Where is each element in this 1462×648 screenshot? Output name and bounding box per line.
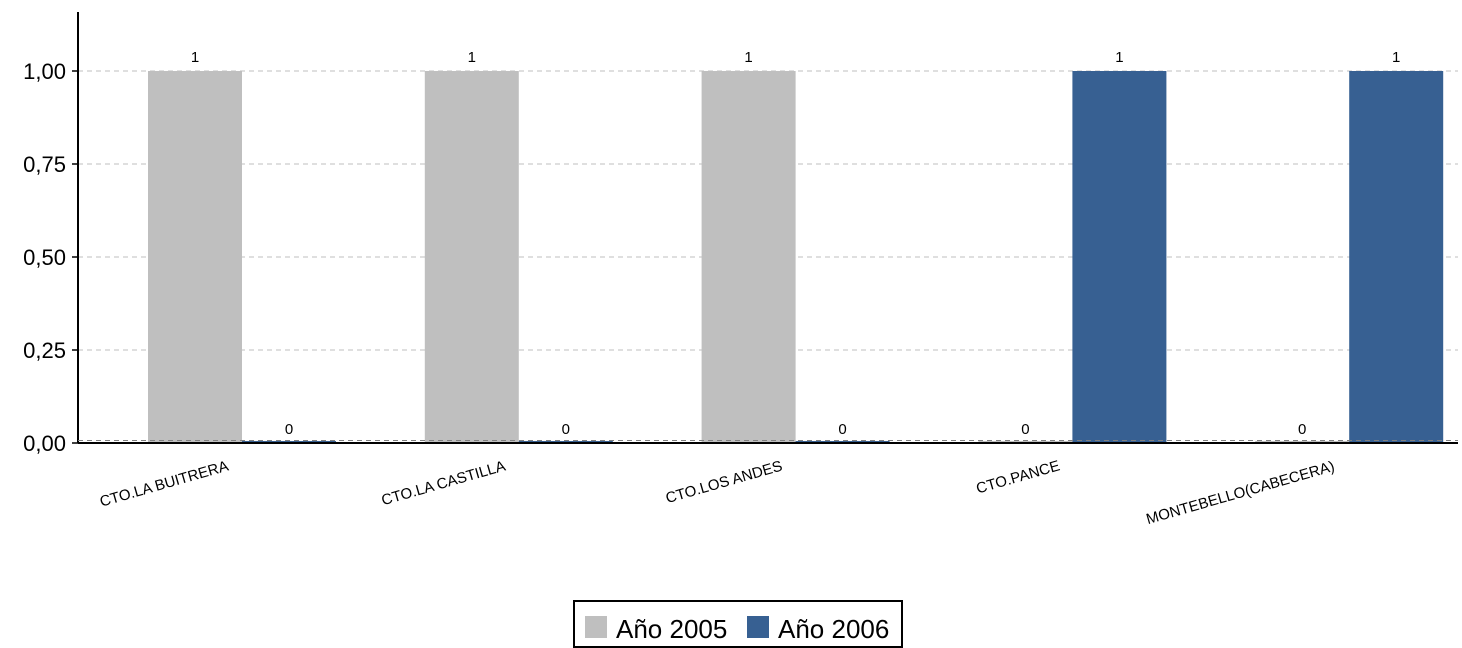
y-tick-label: 0,75 bbox=[23, 152, 66, 177]
data-label: 0 bbox=[1298, 421, 1306, 438]
x-category-label: CTO.LA CASTILLA bbox=[380, 458, 508, 510]
data-label: 1 bbox=[468, 49, 476, 66]
bar bbox=[424, 71, 519, 443]
x-category-label: CTO.PANCE bbox=[974, 457, 1061, 497]
x-category-label: CTO.LA BUITRERA bbox=[98, 458, 231, 511]
axes bbox=[72, 12, 1458, 444]
data-label: 0 bbox=[285, 421, 293, 438]
data-label: 1 bbox=[744, 49, 752, 66]
bar bbox=[701, 71, 796, 443]
bars bbox=[148, 71, 1444, 443]
y-tick-label: 0,25 bbox=[23, 338, 66, 363]
y-tick-label: 1,00 bbox=[23, 59, 66, 84]
bar bbox=[148, 71, 242, 443]
x-category-labels: CTO.LA BUITRERA CTO.LA CASTILLA CTO.LOS AN… bbox=[98, 457, 1337, 528]
data-label: 1 bbox=[1115, 49, 1123, 66]
bar bbox=[1349, 71, 1444, 443]
data-label: 0 bbox=[838, 421, 846, 438]
x-category-label: MONTEBELLO(CABECERA) bbox=[1144, 458, 1336, 528]
legend-swatch bbox=[747, 616, 769, 638]
data-labels: 1 0 1 0 1 0 0 1 0 1 bbox=[191, 49, 1401, 438]
legend-label: Año 2006 bbox=[778, 614, 889, 644]
y-tick-labels: 0,00 0,25 0,50 0,75 1,00 bbox=[23, 59, 66, 456]
data-label: 0 bbox=[1021, 421, 1029, 438]
legend: Año 2005 Año 2006 bbox=[573, 600, 903, 648]
x-category-label: CTO.LOS ANDES bbox=[664, 458, 785, 508]
y-tick-label: 0,00 bbox=[23, 431, 66, 456]
legend-swatch bbox=[585, 616, 607, 638]
data-label: 0 bbox=[562, 421, 570, 438]
y-tick-label: 0,50 bbox=[23, 245, 66, 270]
data-label: 1 bbox=[191, 49, 199, 66]
data-label: 1 bbox=[1392, 49, 1400, 66]
legend-label: Año 2005 bbox=[616, 614, 727, 644]
bar bbox=[1072, 71, 1167, 443]
legend-box bbox=[573, 600, 903, 648]
